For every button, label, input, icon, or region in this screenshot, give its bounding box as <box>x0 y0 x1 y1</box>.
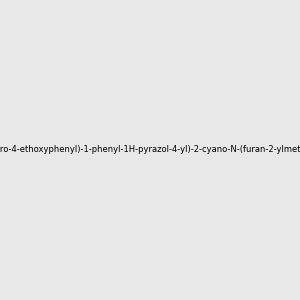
Text: (E)-3-(3-(3-chloro-4-ethoxyphenyl)-1-phenyl-1H-pyrazol-4-yl)-2-cyano-N-(furan-2-: (E)-3-(3-(3-chloro-4-ethoxyphenyl)-1-phe… <box>0 146 300 154</box>
